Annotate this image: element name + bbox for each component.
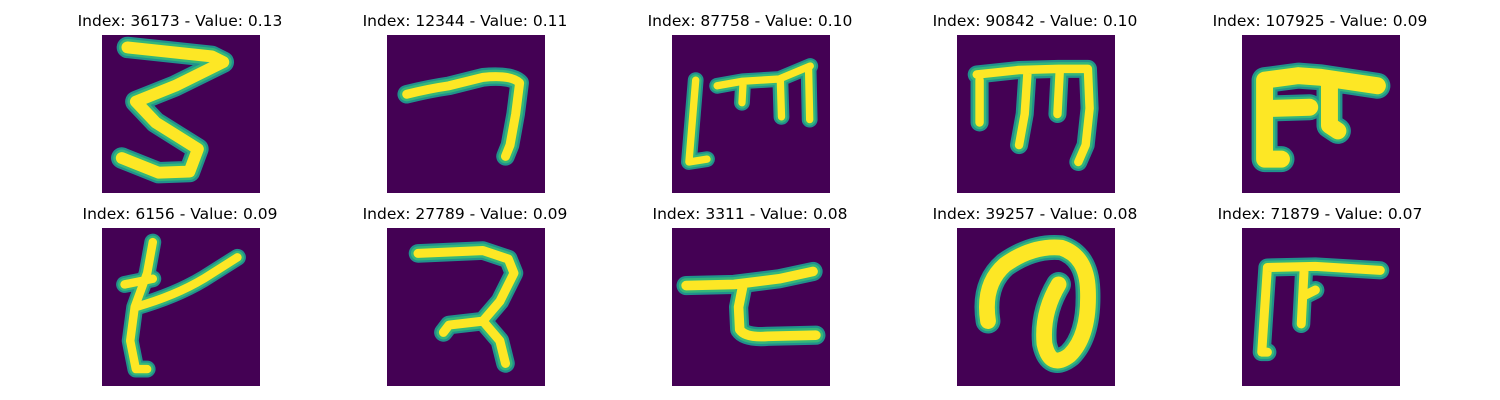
- panel-title: Index: 36173 - Value: 0.13: [77, 12, 283, 30]
- glyph-image: [672, 35, 830, 193]
- loop-glyph: [974, 234, 1101, 373]
- panel-title: Index: 6156 - Value: 0.09: [82, 205, 278, 223]
- panel-6: Index: 6156 - Value: 0.09: [70, 204, 290, 386]
- m-bar-glyph: [967, 59, 1099, 171]
- glyph-image: [957, 228, 1115, 386]
- pi-glyph: [1252, 257, 1390, 362]
- panel-1: Index: 36173 - Value: 0.13: [70, 11, 290, 193]
- glyph-image: [102, 35, 260, 193]
- panel-title: Index: 71879 - Value: 0.07: [1217, 205, 1423, 223]
- glyph-image: [1242, 228, 1400, 386]
- panel-title: Index: 3311 - Value: 0.08: [652, 205, 848, 223]
- panel-title: Index: 87758 - Value: 0.10: [647, 12, 853, 30]
- reversed-z-glyph: [408, 241, 524, 373]
- panel-title: Index: 27789 - Value: 0.09: [362, 205, 568, 223]
- panel-8: Index: 3311 - Value: 0.08: [640, 204, 860, 386]
- panel-2: Index: 12344 - Value: 0.11: [355, 11, 575, 193]
- pi-glyph: [1251, 62, 1391, 173]
- panel-3: Index: 87758 - Value: 0.10: [640, 11, 860, 193]
- panel-5: Index: 107925 - Value: 0.09: [1210, 11, 1430, 193]
- k-like-glyph: [116, 233, 246, 378]
- bar-hook-glyph: [676, 261, 826, 347]
- panel-title: Index: 39257 - Value: 0.08: [932, 205, 1138, 223]
- panel-4: Index: 90842 - Value: 0.10: [925, 11, 1145, 193]
- glyph-image: [1242, 35, 1400, 193]
- m-bar-glyph: [681, 58, 819, 170]
- glyph-image: [672, 228, 830, 386]
- panel-title: Index: 107925 - Value: 0.09: [1212, 12, 1428, 30]
- hook-glyph: [397, 67, 529, 166]
- glyph-image: [387, 35, 545, 193]
- panel-9: Index: 39257 - Value: 0.08: [925, 204, 1145, 386]
- panel-title: Index: 90842 - Value: 0.10: [932, 12, 1138, 30]
- glyph-image: [387, 228, 545, 386]
- glyph-image: [957, 35, 1115, 193]
- handwritten-3-glyph: [111, 36, 235, 184]
- panel-10: Index: 71879 - Value: 0.07: [1210, 204, 1430, 386]
- panel-title: Index: 12344 - Value: 0.11: [362, 12, 568, 30]
- panel-7: Index: 27789 - Value: 0.09: [355, 204, 575, 386]
- glyph-image: [102, 228, 260, 386]
